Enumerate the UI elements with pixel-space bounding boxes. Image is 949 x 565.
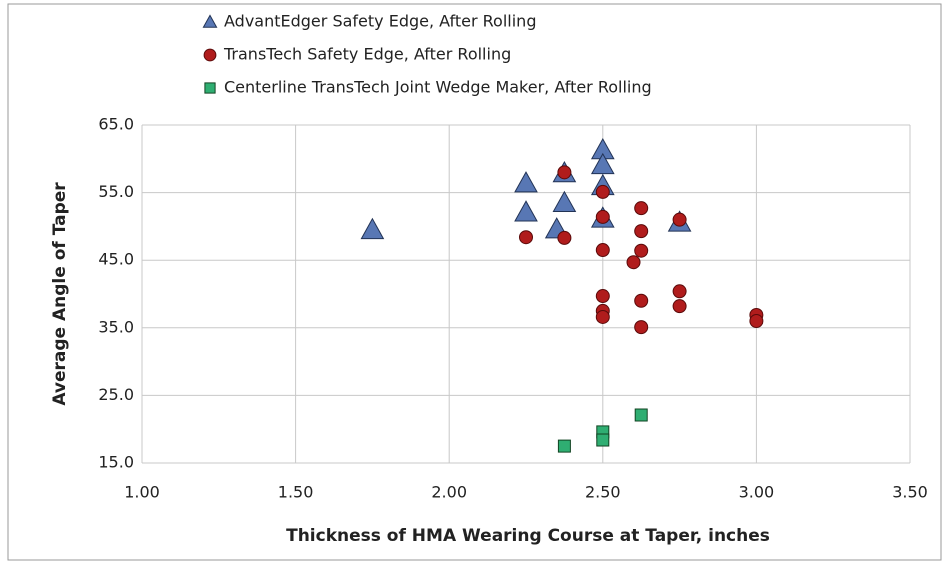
triangle-marker [360, 217, 385, 240]
circle-marker [672, 299, 687, 314]
circle-marker [672, 212, 687, 227]
square-marker [557, 439, 571, 453]
circle-marker [634, 293, 649, 308]
circle-marker [749, 314, 764, 329]
circle-marker [626, 255, 641, 270]
triangle-marker [514, 171, 538, 193]
legend-marker [202, 14, 218, 28]
circle-marker [672, 284, 687, 299]
x-tick-label: 1.50 [278, 483, 314, 502]
legend-marker [204, 82, 216, 94]
square-marker [634, 408, 648, 422]
circle-marker [634, 201, 649, 216]
y-tick-label: 65.0 [98, 115, 134, 134]
circle-marker [595, 309, 610, 324]
circle-marker [634, 243, 649, 258]
x-tick-label: 3.00 [739, 483, 775, 502]
x-tick-label: 2.50 [585, 483, 621, 502]
legend-label: AdvantEdger Safety Edge, After Rolling [224, 12, 536, 31]
legend-label: Centerline TransTech Joint Wedge Maker, … [224, 78, 652, 97]
circle-marker [595, 289, 610, 304]
y-tick-label: 25.0 [98, 385, 134, 404]
circle-marker [595, 243, 610, 258]
legend-marker [203, 48, 217, 62]
y-axis-title: Average Angle of Taper [50, 182, 70, 406]
circle-marker [595, 209, 610, 224]
circle-marker [557, 230, 572, 245]
circle-marker [557, 165, 572, 180]
triangle-marker [514, 200, 538, 222]
circle-marker [634, 224, 649, 239]
triangle-marker [590, 152, 615, 175]
legend-label: TransTech Safety Edge, After Rolling [223, 45, 511, 64]
x-axis-title: Thickness of HMA Wearing Course at Taper… [286, 526, 770, 546]
x-tick-label: 2.00 [431, 483, 467, 502]
y-tick-label: 35.0 [98, 317, 134, 336]
triangle-marker [552, 190, 577, 213]
x-tick-label: 1.00 [124, 483, 160, 502]
circle-marker [519, 230, 533, 245]
x-tick-label: 3.50 [892, 483, 928, 502]
circle-marker [595, 184, 610, 199]
chart-border [7, 3, 942, 561]
y-tick-label: 55.0 [98, 182, 134, 201]
y-tick-label: 45.0 [98, 250, 134, 269]
y-tick-label: 15.0 [98, 453, 134, 472]
square-marker [596, 433, 610, 447]
circle-marker [634, 320, 649, 335]
